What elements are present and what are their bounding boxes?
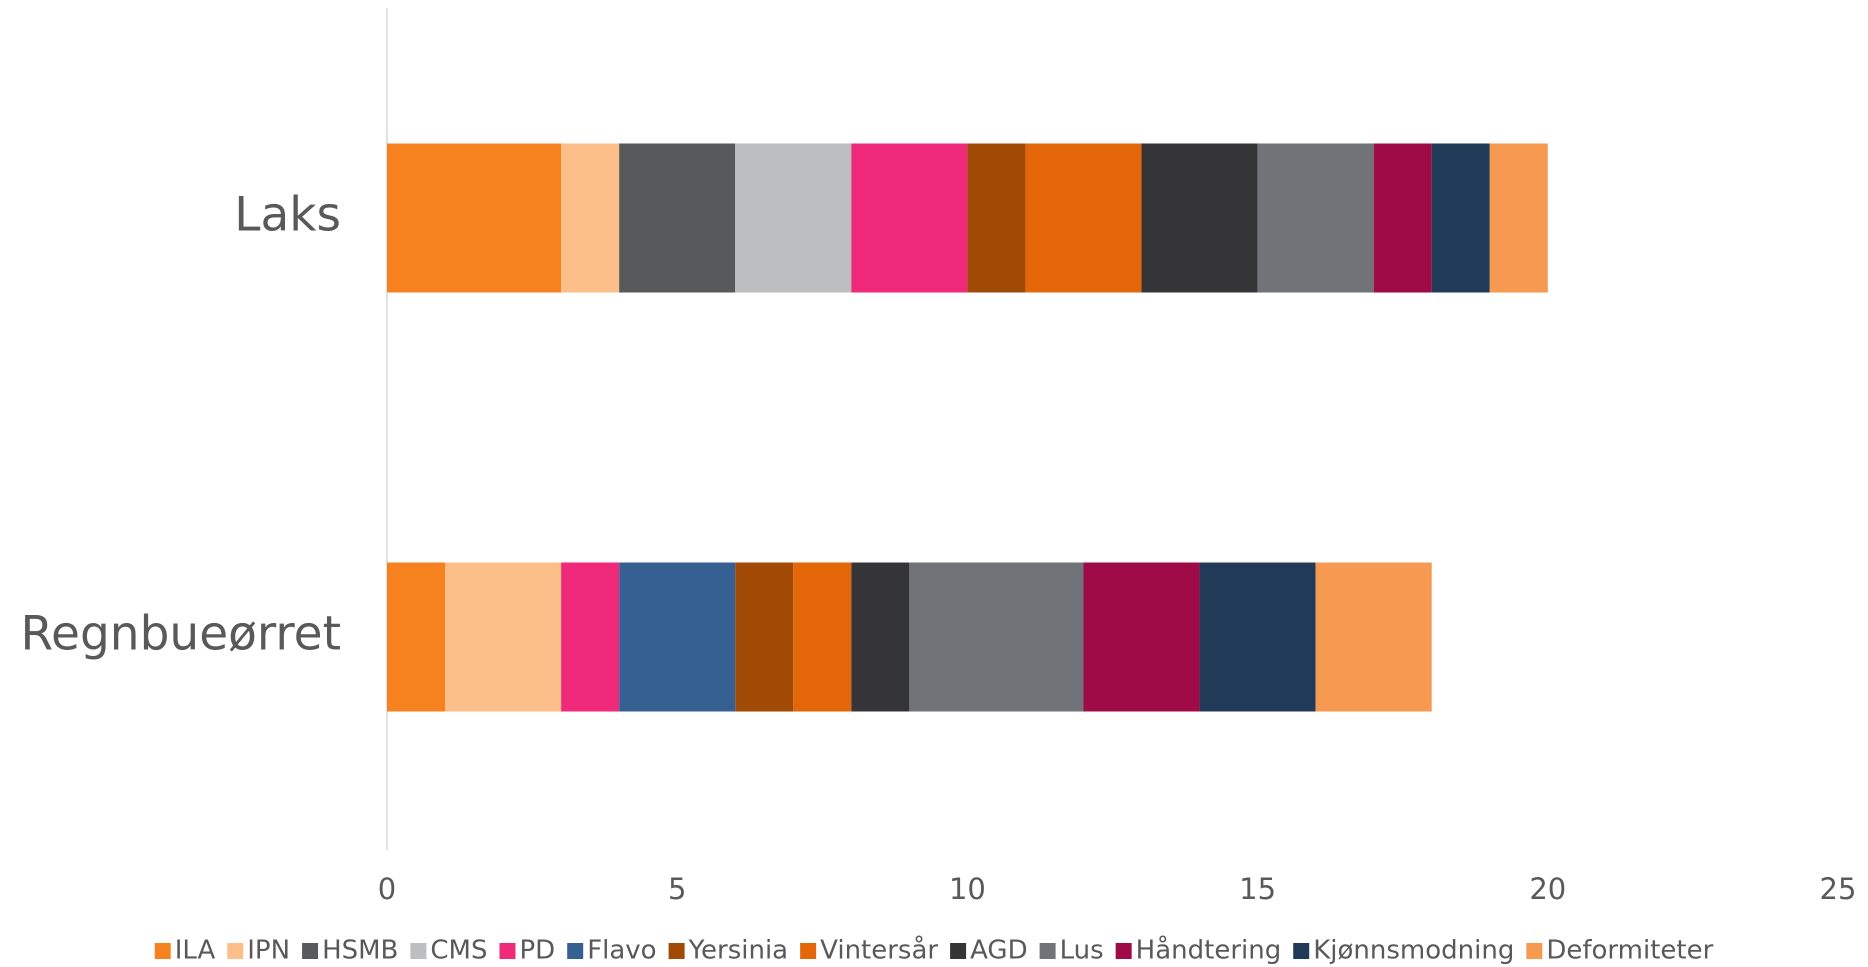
bar-segment bbox=[619, 562, 736, 712]
bar-segment bbox=[909, 562, 1084, 712]
bar-segment bbox=[445, 562, 562, 712]
legend-label: Flavo bbox=[587, 936, 656, 966]
legend-label: Yersinia bbox=[688, 936, 789, 966]
legend-swatch bbox=[154, 943, 171, 959]
x-tick-label: 15 bbox=[1239, 872, 1276, 906]
bar-segment bbox=[967, 143, 1026, 293]
legend-swatch bbox=[227, 943, 244, 959]
bar-segment bbox=[851, 143, 968, 293]
legend-swatch bbox=[1115, 943, 1132, 959]
legend-swatch bbox=[1039, 943, 1056, 959]
bar-segment bbox=[1141, 143, 1258, 293]
bar-segment bbox=[1373, 143, 1432, 293]
bar-segment bbox=[1315, 562, 1432, 712]
legend-label: Deformiteter bbox=[1546, 936, 1713, 966]
bar-segment bbox=[1431, 143, 1490, 293]
bar-segment bbox=[793, 562, 852, 712]
legend-label: Kjønnsmodning bbox=[1313, 936, 1514, 966]
bar-segment bbox=[851, 562, 910, 712]
legend-swatch bbox=[950, 943, 967, 959]
legend-swatch bbox=[1293, 943, 1310, 959]
legend-swatch bbox=[410, 943, 427, 959]
legend-label: HSMB bbox=[322, 936, 398, 966]
legend-swatch bbox=[567, 943, 584, 959]
bar-segment bbox=[1199, 562, 1316, 712]
legend-label: ILA bbox=[175, 936, 216, 966]
x-tick-label: 10 bbox=[949, 872, 986, 906]
bar-segment bbox=[387, 562, 446, 712]
legend-label: AGD bbox=[970, 936, 1028, 966]
bar-segment bbox=[561, 562, 620, 712]
category-label: Laks bbox=[234, 188, 341, 243]
legend-swatch bbox=[1526, 943, 1543, 959]
legend-label: IPN bbox=[247, 936, 290, 966]
bar-segment bbox=[735, 143, 852, 293]
bar-segment bbox=[1025, 143, 1142, 293]
bar-segment bbox=[1489, 143, 1548, 293]
x-tick-label: 20 bbox=[1529, 872, 1566, 906]
category-label: Regnbueørret bbox=[20, 607, 341, 662]
bar-segment bbox=[387, 143, 562, 293]
legend-label: Håndtering bbox=[1136, 935, 1282, 966]
legend-swatch bbox=[668, 943, 685, 959]
legend-label: Vintersår bbox=[820, 935, 938, 966]
legend-label: CMS bbox=[430, 936, 487, 966]
x-tick-label: 25 bbox=[1820, 872, 1857, 906]
bar-segment bbox=[1257, 143, 1374, 293]
x-tick-label: 5 bbox=[668, 872, 686, 906]
bar-segment bbox=[561, 143, 620, 293]
legend-label: Lus bbox=[1060, 936, 1104, 966]
x-tick-label: 0 bbox=[378, 872, 396, 906]
legend-swatch bbox=[499, 943, 516, 959]
bar-segment bbox=[735, 562, 794, 712]
bar-segment bbox=[1083, 562, 1200, 712]
legend-swatch bbox=[302, 943, 319, 959]
bar-segment bbox=[619, 143, 736, 293]
legend-swatch bbox=[800, 943, 817, 959]
legend-label: PD bbox=[519, 936, 555, 966]
